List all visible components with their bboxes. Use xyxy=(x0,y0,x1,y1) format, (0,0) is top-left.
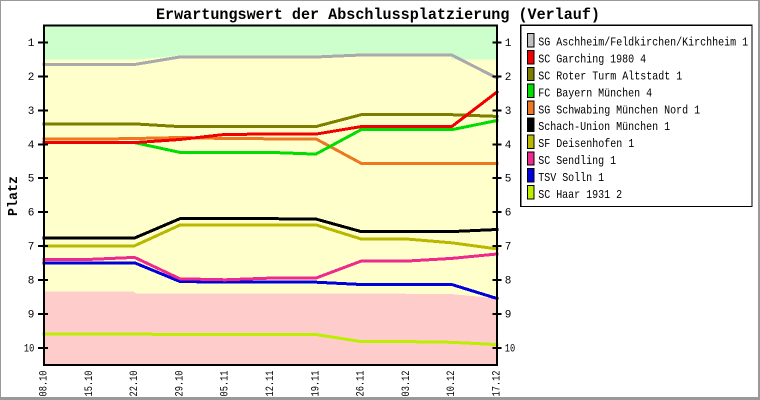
svg-text:8: 8 xyxy=(505,276,512,288)
svg-text:7: 7 xyxy=(28,242,35,254)
svg-text:2: 2 xyxy=(505,72,512,84)
svg-text:9: 9 xyxy=(28,310,35,322)
svg-text:6: 6 xyxy=(28,208,35,220)
svg-text:2: 2 xyxy=(28,72,35,84)
svg-text:Schach-Union München 1: Schach-Union München 1 xyxy=(538,120,670,134)
svg-text:10.12: 10.12 xyxy=(446,371,458,397)
svg-text:03.12: 03.12 xyxy=(401,371,413,397)
svg-text:SC Garching 1980 4: SC Garching 1980 4 xyxy=(538,53,646,67)
svg-text:8: 8 xyxy=(28,276,35,288)
svg-text:05.11: 05.11 xyxy=(220,370,232,396)
svg-text:17.12: 17.12 xyxy=(492,371,504,397)
svg-text:5: 5 xyxy=(505,174,512,186)
svg-text:1: 1 xyxy=(505,38,512,50)
svg-text:12.11: 12.11 xyxy=(265,370,277,396)
svg-text:10: 10 xyxy=(505,344,515,356)
svg-text:SF Deisenhofen 1: SF Deisenhofen 1 xyxy=(538,137,634,151)
svg-text:SG Schwabing München Nord 1: SG Schwabing München Nord 1 xyxy=(538,103,700,117)
svg-text:SG Aschheim/Feldkirchen/Kirchh: SG Aschheim/Feldkirchen/Kirchheim 1 xyxy=(538,36,748,50)
svg-text:TSV Solln 1: TSV Solln 1 xyxy=(538,171,604,185)
svg-text:26.11: 26.11 xyxy=(356,370,368,396)
svg-text:FC Bayern München 4: FC Bayern München 4 xyxy=(538,86,652,100)
svg-text:4: 4 xyxy=(28,140,35,152)
svg-text:Platz: Platz xyxy=(6,176,22,216)
svg-text:SC Sendling 1: SC Sendling 1 xyxy=(538,154,616,168)
svg-text:1: 1 xyxy=(28,38,35,50)
svg-text:5: 5 xyxy=(28,174,35,186)
svg-text:08.10: 08.10 xyxy=(39,371,51,397)
svg-text:15.10: 15.10 xyxy=(84,371,96,397)
svg-text:Erwartungswert der Abschlusspl: Erwartungswert der Abschlussplatzierung … xyxy=(156,6,600,24)
svg-text:22.10: 22.10 xyxy=(129,371,141,397)
svg-text:7: 7 xyxy=(505,242,512,254)
svg-text:29.10: 29.10 xyxy=(174,371,186,397)
svg-text:SC Haar 1931 2: SC Haar 1931 2 xyxy=(538,188,622,202)
svg-text:10: 10 xyxy=(24,344,34,356)
svg-text:3: 3 xyxy=(505,106,512,118)
svg-text:SC Roter Turm Altstadt 1: SC Roter Turm Altstadt 1 xyxy=(538,70,682,84)
svg-text:19.11: 19.11 xyxy=(310,370,322,396)
svg-text:3: 3 xyxy=(28,106,35,118)
svg-text:9: 9 xyxy=(505,310,512,322)
svg-text:4: 4 xyxy=(505,140,512,152)
svg-text:6: 6 xyxy=(505,208,512,220)
